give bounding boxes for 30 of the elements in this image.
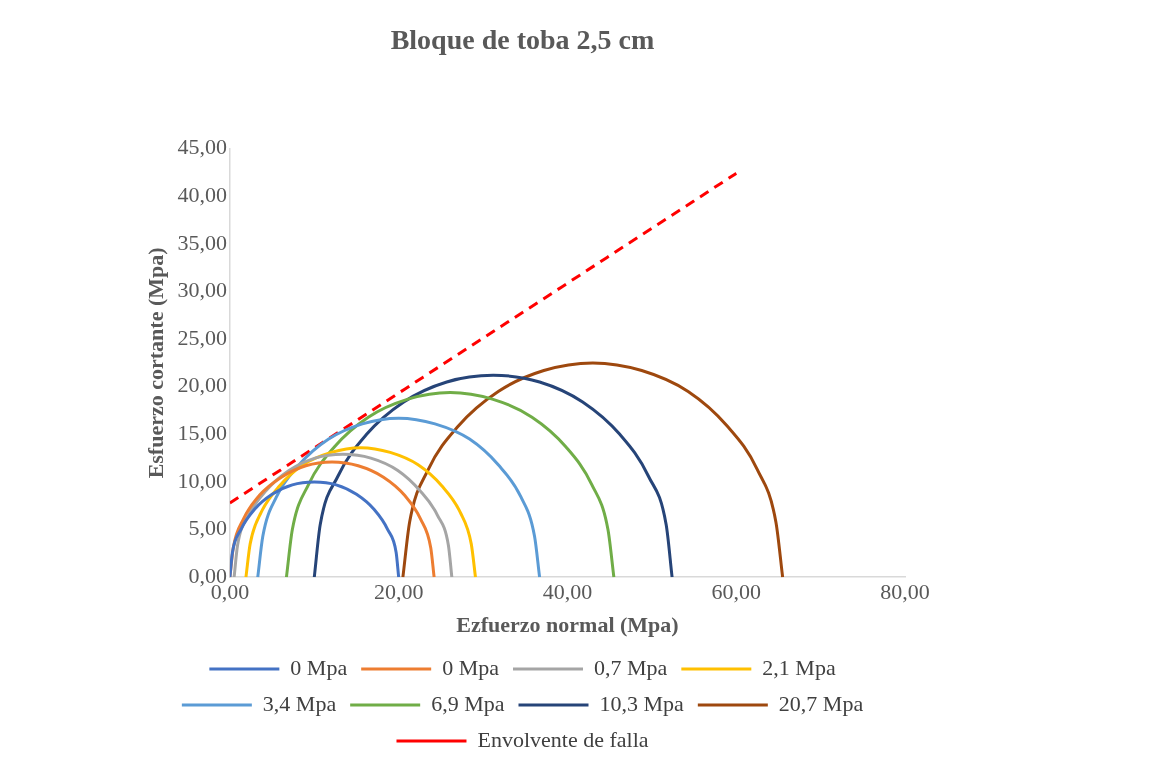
chart-title: Bloque de toba 2,5 cm [390,24,655,56]
y-tick-label: 45,00 [177,134,227,160]
x-tick-label: 80,00 [880,579,930,605]
y-tick-label: 10,00 [177,467,227,493]
y-tick-label: 5,00 [188,515,227,541]
x-tick-label: 40,00 [542,579,593,605]
legend-label: 0 Mpa [290,654,348,680]
legend-label: 6,9 Mpa [431,690,505,716]
y-tick-label: 40,00 [177,182,227,207]
legend-label: 2,1 Mpa [762,654,836,680]
legend-label: 0 Mpa [442,654,500,680]
legend-label: 3,4 Mpa [262,690,337,716]
legend-label: Envolvente de falla [477,726,649,752]
y-tick-label: 30,00 [177,277,227,303]
line-series [312,373,674,578]
line-series [229,480,401,578]
line-series [256,416,542,578]
y-tick-label: 20,00 [177,372,227,398]
x-tick-label: 60,00 [711,579,761,605]
legend-label: 0,7 Mpa [594,654,668,680]
y-tick-label: 25,00 [177,324,227,350]
line-series [401,361,785,578]
y-tick-label: 15,00 [177,420,227,446]
legend-label: 20,7 Mpa [778,690,864,716]
y-tick-label: 35,00 [177,229,227,255]
x-axis-title: Ezfuerzo normal (Mpa) [456,612,679,638]
legend-label: 10,3 Mpa [599,690,685,716]
x-tick-label: 20,00 [373,579,424,605]
y-axis-title: Esfuerzo cortante (Mpa) [142,247,168,479]
line-series [284,390,616,578]
